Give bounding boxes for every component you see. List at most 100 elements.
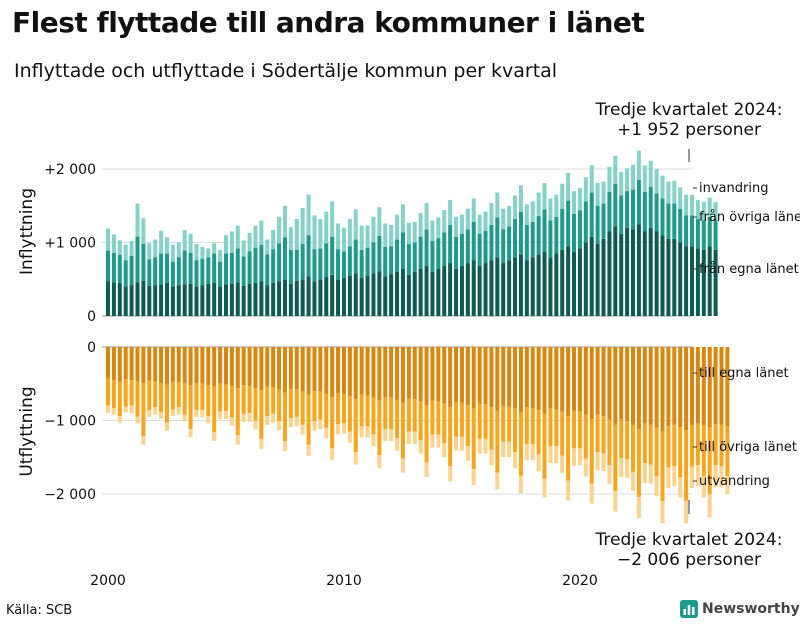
utflyttning-bar bbox=[589, 483, 594, 504]
utflyttning-bar bbox=[153, 347, 158, 382]
utflyttning-bar bbox=[336, 393, 341, 425]
inflyttning-bar bbox=[247, 283, 252, 316]
utflyttning-bar bbox=[518, 475, 523, 494]
utflyttning-bar bbox=[465, 446, 470, 461]
inflyttning-bar bbox=[660, 198, 665, 236]
inflyttning-bar bbox=[170, 261, 175, 287]
utflyttning-bar bbox=[336, 347, 341, 394]
utflyttning-bar bbox=[406, 431, 411, 444]
inflyttning-bar bbox=[153, 285, 158, 316]
inflyttning-bar bbox=[265, 285, 270, 316]
utflyttning-bar bbox=[701, 425, 706, 477]
inflyttning-bar bbox=[159, 284, 164, 316]
utflyttning-bar bbox=[212, 432, 217, 442]
inflyttning-bar bbox=[212, 243, 217, 254]
inflyttning-bar bbox=[613, 183, 618, 227]
utflyttning-bar bbox=[477, 403, 482, 439]
inflyttning-bar bbox=[359, 249, 364, 278]
utflyttning-series-label: till övriga länet bbox=[699, 440, 797, 455]
utflyttning-bar bbox=[406, 347, 411, 399]
inflyttning-bar bbox=[389, 224, 394, 247]
utflyttning-bar bbox=[524, 347, 529, 408]
utflyttning-bar bbox=[536, 347, 541, 411]
inflyttning-bar bbox=[542, 183, 547, 210]
utflyttning-bar bbox=[725, 476, 730, 495]
utflyttning-bar bbox=[247, 385, 252, 414]
inflyttning-bar bbox=[147, 285, 152, 316]
inflyttning-y-tick-label: 0 bbox=[87, 309, 96, 325]
inflyttning-bar bbox=[548, 198, 553, 221]
utflyttning-bar bbox=[636, 496, 641, 519]
utflyttning-bar bbox=[471, 408, 476, 469]
utflyttning-bar bbox=[347, 431, 352, 443]
inflyttning-bar bbox=[294, 219, 299, 250]
utflyttning-bar bbox=[424, 347, 429, 406]
inflyttning-bar bbox=[465, 263, 470, 316]
inflyttning-bar bbox=[341, 227, 346, 252]
utflyttning-bar bbox=[288, 418, 293, 428]
inflyttning-bar bbox=[507, 205, 512, 227]
inflyttning-bar bbox=[607, 166, 612, 192]
inflyttning-bar bbox=[430, 220, 435, 242]
utflyttning-bar bbox=[353, 399, 358, 453]
inflyttning-bar bbox=[607, 231, 612, 316]
inflyttning-bar bbox=[636, 224, 641, 316]
utflyttning-bar bbox=[389, 429, 394, 442]
utflyttning-bar bbox=[566, 480, 571, 501]
inflyttning-bar bbox=[365, 247, 370, 276]
utflyttning-bar bbox=[430, 434, 435, 448]
utflyttning-bar bbox=[684, 430, 689, 501]
utflyttning-bar bbox=[306, 347, 311, 395]
inflyttning-bar bbox=[123, 260, 128, 287]
inflyttning-bar bbox=[400, 232, 405, 269]
inflyttning-bar bbox=[566, 246, 571, 316]
inflyttning-bar bbox=[318, 279, 323, 316]
utflyttning-bar bbox=[459, 436, 464, 451]
inflyttning-bar bbox=[282, 279, 287, 316]
utflyttning-bar bbox=[607, 465, 612, 484]
utflyttning-bar bbox=[507, 347, 512, 407]
inflyttning-bar bbox=[631, 164, 636, 190]
utflyttning-bar bbox=[324, 394, 329, 428]
utflyttning-bar bbox=[153, 381, 158, 408]
utflyttning-bar bbox=[613, 491, 618, 512]
utflyttning-bar bbox=[518, 412, 523, 476]
inflyttning-bar bbox=[442, 232, 447, 267]
utflyttning-bar bbox=[235, 435, 240, 445]
utflyttning-bar bbox=[648, 347, 653, 425]
inflyttning-bar bbox=[501, 263, 506, 316]
inflyttning-bar bbox=[282, 205, 287, 238]
inflyttning-bar bbox=[695, 248, 700, 316]
utflyttning-bar bbox=[218, 411, 223, 420]
utflyttning-bar bbox=[430, 400, 435, 435]
utflyttning-bar bbox=[288, 347, 293, 389]
inflyttning-bar bbox=[206, 248, 211, 258]
inflyttning-bar bbox=[353, 239, 358, 274]
inflyttning-bar bbox=[229, 231, 234, 253]
utflyttning-y-tick-label: −1 000 bbox=[44, 413, 96, 429]
inflyttning-bar bbox=[601, 203, 606, 239]
utflyttning-bar bbox=[164, 384, 169, 423]
utflyttning-bar bbox=[312, 391, 317, 422]
utflyttning-bar bbox=[265, 386, 270, 417]
utflyttning-bar bbox=[170, 381, 175, 410]
utflyttning-bar bbox=[111, 380, 116, 408]
utflyttning-bar bbox=[206, 347, 211, 386]
utflyttning-bar bbox=[489, 407, 494, 450]
utflyttning-bar bbox=[595, 452, 600, 471]
inflyttning-bar bbox=[642, 231, 647, 316]
inflyttning-bar bbox=[159, 230, 164, 254]
inflyttning-bar bbox=[636, 150, 641, 181]
inflyttning-bar bbox=[164, 282, 169, 316]
inflyttning-bar bbox=[418, 268, 423, 316]
utflyttning-bar bbox=[477, 347, 482, 404]
inflyttning-bar bbox=[271, 282, 276, 316]
utflyttning-bar bbox=[625, 459, 630, 478]
inflyttning-bar bbox=[619, 171, 624, 196]
utflyttning-bar bbox=[135, 347, 140, 382]
inflyttning-bar bbox=[389, 246, 394, 275]
utflyttning-bar bbox=[141, 383, 146, 436]
inflyttning-bar bbox=[518, 185, 523, 212]
inflyttning-bar bbox=[660, 175, 665, 199]
inflyttning-bar bbox=[554, 216, 559, 254]
